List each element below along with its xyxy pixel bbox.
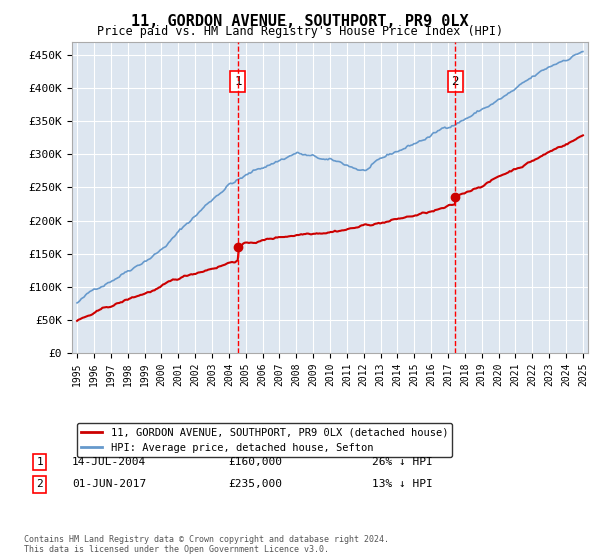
Text: 2: 2 — [36, 479, 43, 489]
Text: 2: 2 — [451, 75, 459, 88]
Text: 1: 1 — [36, 457, 43, 467]
Text: Price paid vs. HM Land Registry's House Price Index (HPI): Price paid vs. HM Land Registry's House … — [97, 25, 503, 38]
Text: Contains HM Land Registry data © Crown copyright and database right 2024.
This d: Contains HM Land Registry data © Crown c… — [24, 535, 389, 554]
Text: 1: 1 — [234, 75, 242, 88]
Text: 14-JUL-2004: 14-JUL-2004 — [72, 457, 146, 467]
Text: £235,000: £235,000 — [228, 479, 282, 489]
Text: 26% ↓ HPI: 26% ↓ HPI — [372, 457, 433, 467]
Text: 01-JUN-2017: 01-JUN-2017 — [72, 479, 146, 489]
Legend: 11, GORDON AVENUE, SOUTHPORT, PR9 0LX (detached house), HPI: Average price, deta: 11, GORDON AVENUE, SOUTHPORT, PR9 0LX (d… — [77, 423, 452, 457]
Text: 13% ↓ HPI: 13% ↓ HPI — [372, 479, 433, 489]
Text: 11, GORDON AVENUE, SOUTHPORT, PR9 0LX: 11, GORDON AVENUE, SOUTHPORT, PR9 0LX — [131, 14, 469, 29]
Text: £160,000: £160,000 — [228, 457, 282, 467]
